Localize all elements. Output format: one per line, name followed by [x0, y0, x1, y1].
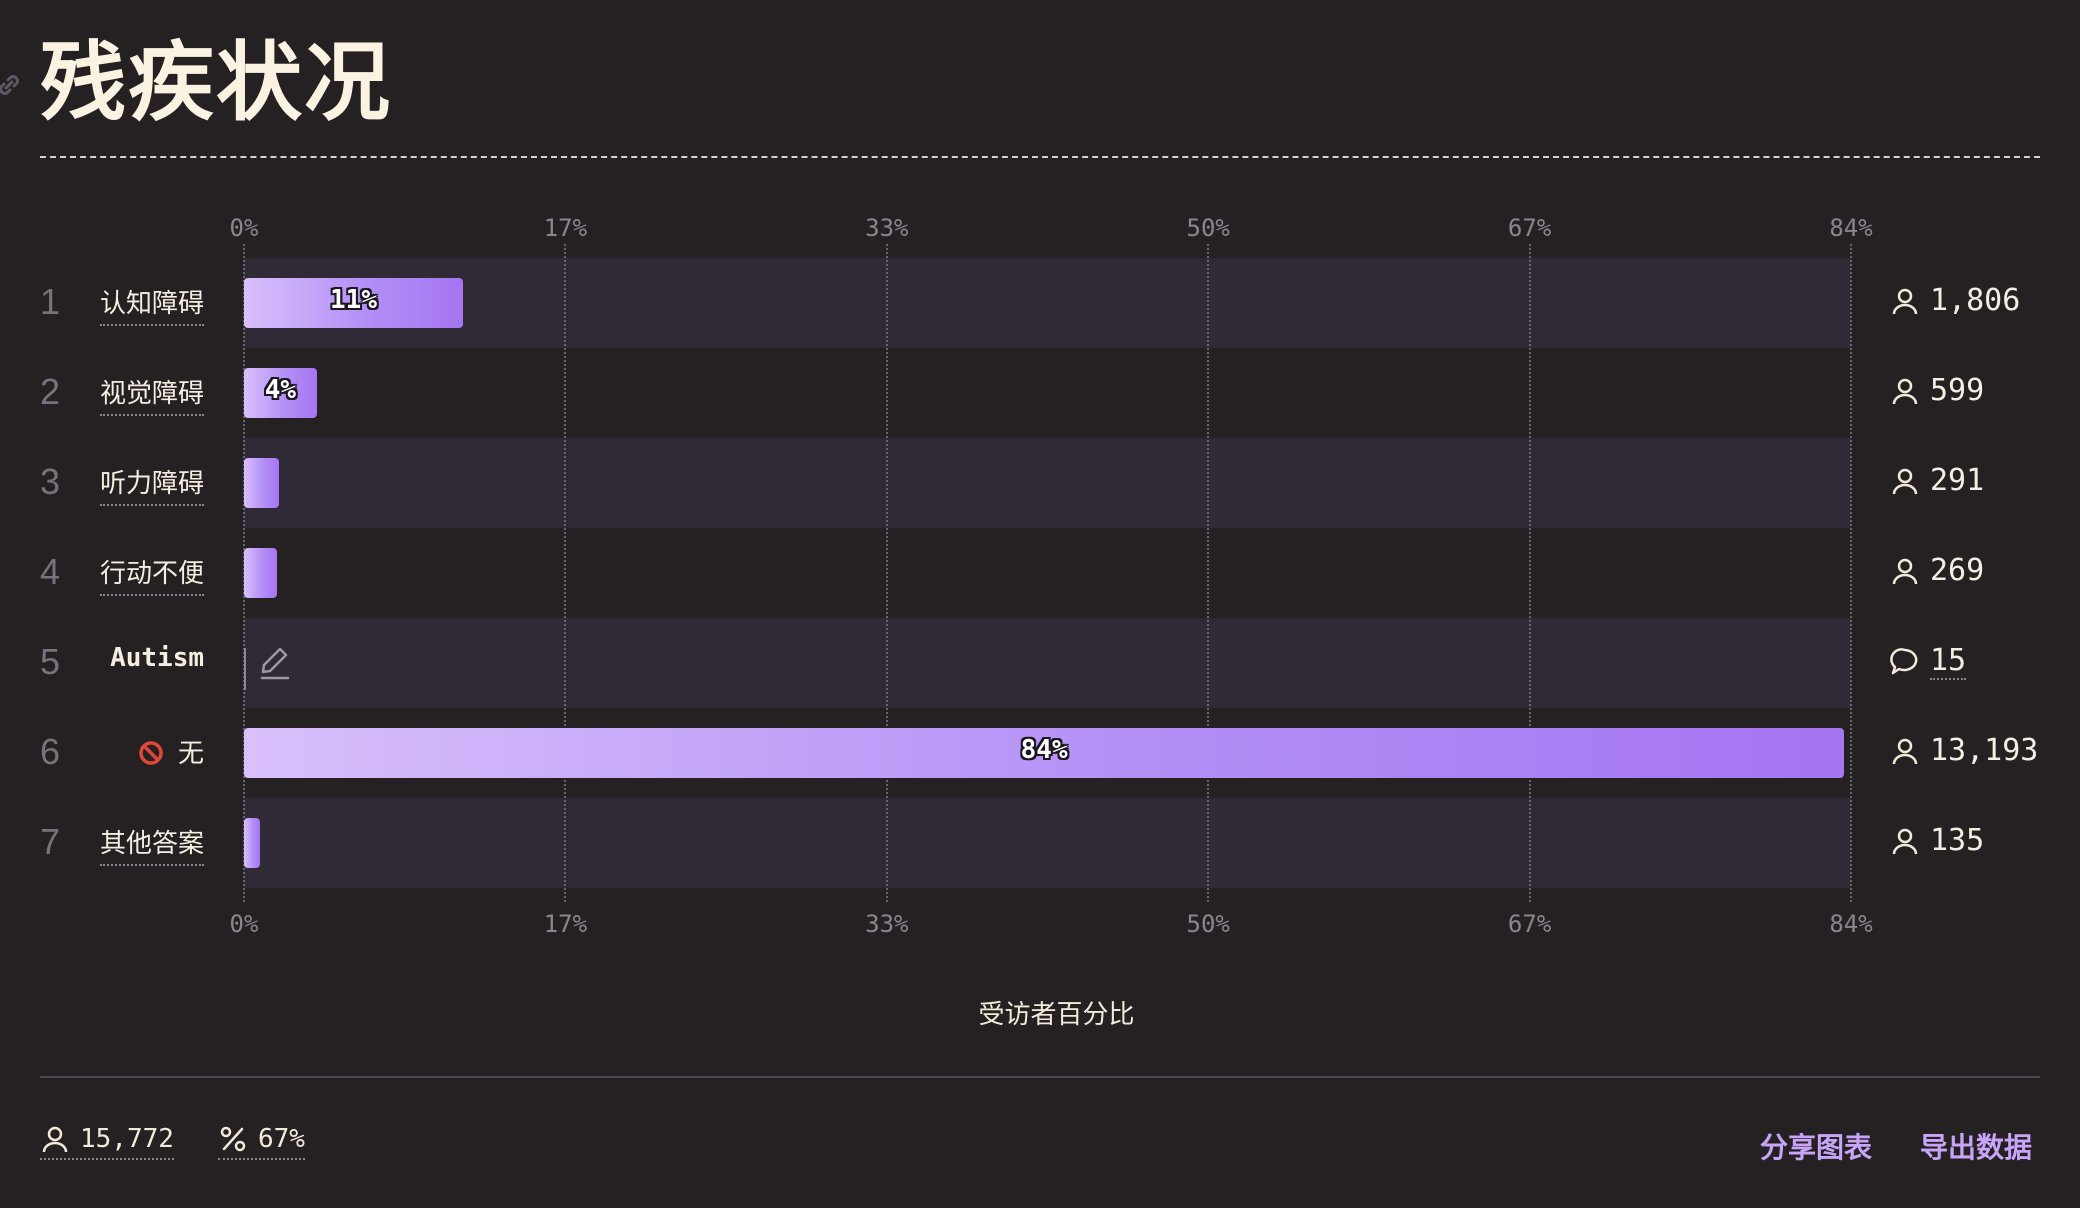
row-label[interactable]: 行动不便 [99, 553, 204, 596]
row-background [244, 618, 1851, 708]
footer-divider [40, 1076, 2040, 1078]
title-divider [40, 156, 2040, 158]
row-label[interactable]: 无 [138, 733, 204, 774]
x-tick-label-top: 67% [1507, 214, 1552, 242]
gridline [1850, 244, 1852, 902]
share-chart-link[interactable]: 分享图表 [1760, 1131, 1873, 1164]
user-icon [1892, 828, 1918, 854]
row-label-text: 无 [177, 739, 204, 769]
row-count-value: 599 [1930, 373, 1985, 408]
bar[interactable] [244, 278, 464, 328]
row-count: 269 [1890, 553, 1984, 588]
row-label[interactable]: Autism [110, 643, 204, 673]
x-tick-label-top: 33% [865, 214, 909, 242]
user-icon [1892, 378, 1918, 404]
page-title: 残疾状况 [40, 33, 392, 133]
user-icon [1892, 288, 1918, 314]
row-count-value: 15 [1930, 643, 1967, 680]
row-count: 291 [1890, 463, 1984, 498]
zero-bar-marker [244, 648, 246, 690]
x-tick-label-bottom: 67% [1507, 910, 1552, 938]
user-icon [42, 1126, 68, 1153]
row-count-value: 269 [1930, 553, 1985, 588]
prohibited-icon [138, 739, 178, 769]
user-icon [1892, 558, 1918, 584]
row-rank: 4 [40, 551, 61, 592]
row-rank: 7 [40, 821, 61, 862]
row-rank: 5 [40, 641, 61, 682]
row-count: 599 [1890, 373, 1984, 408]
row-label[interactable]: 听力障碍 [99, 463, 204, 506]
row-rank: 1 [40, 281, 61, 322]
row-count: 135 [1890, 823, 1984, 858]
row-background [244, 258, 1851, 348]
x-tick-label-bottom: 17% [543, 910, 588, 938]
row-count-value: 1,806 [1930, 283, 2021, 318]
row-rank: 6 [40, 731, 61, 772]
row-rank: 3 [40, 461, 61, 502]
x-tick-label-bottom: 33% [865, 910, 909, 938]
row-count-value: 13,193 [1930, 733, 2039, 768]
row-count: 1,806 [1890, 283, 2020, 318]
x-tick-label-top: 0% [229, 214, 259, 242]
row-count: 13,193 [1890, 733, 2038, 768]
bar-value-label: 84% [1020, 735, 1068, 765]
comment-icon [1890, 647, 1918, 674]
gridline [1528, 244, 1531, 902]
row-label[interactable]: 其他答案 [99, 823, 204, 866]
bar-value-label: 11% [330, 285, 377, 315]
x-tick-label-top: 50% [1186, 214, 1230, 242]
row-count-value: 291 [1930, 463, 1985, 498]
x-tick-label-bottom: 50% [1186, 910, 1230, 938]
row-rank: 2 [40, 371, 61, 412]
percent-icon [220, 1126, 246, 1152]
respondents-stat[interactable]: 15,772 [40, 1124, 174, 1160]
user-icon [1892, 738, 1918, 764]
export-data-link[interactable]: 导出数据 [1920, 1131, 2033, 1164]
bar[interactable] [244, 728, 1845, 778]
bar[interactable] [244, 818, 261, 868]
user-icon [1892, 468, 1918, 494]
gridline [885, 244, 888, 902]
x-tick-label-bottom: 0% [229, 910, 259, 938]
bar[interactable] [244, 548, 277, 598]
bar[interactable] [244, 368, 317, 418]
gridline [564, 244, 567, 902]
row-count-value: 135 [1930, 823, 1985, 858]
row-count[interactable]: 15 [1890, 643, 1967, 680]
respondents-count: 15,772 [80, 1124, 174, 1154]
x-tick-label-top: 17% [543, 214, 588, 242]
edit-icon[interactable] [258, 645, 292, 681]
x-tick-label-top: 84% [1829, 214, 1873, 242]
percent-stat[interactable]: 67% [218, 1124, 305, 1160]
row-label[interactable]: 视觉障碍 [99, 373, 204, 416]
percent-value: 67% [258, 1124, 305, 1154]
row-background [244, 438, 1851, 528]
x-tick-label-bottom: 84% [1829, 910, 1873, 938]
row-label[interactable]: 认知障碍 [99, 283, 204, 326]
link-icon[interactable] [0, 70, 24, 100]
gridline [1207, 244, 1210, 902]
bar[interactable] [244, 458, 280, 508]
bar-value-label: 4% [264, 375, 296, 405]
x-axis-label: 受访者百分比 [978, 1000, 1135, 1030]
row-background [244, 798, 1851, 888]
